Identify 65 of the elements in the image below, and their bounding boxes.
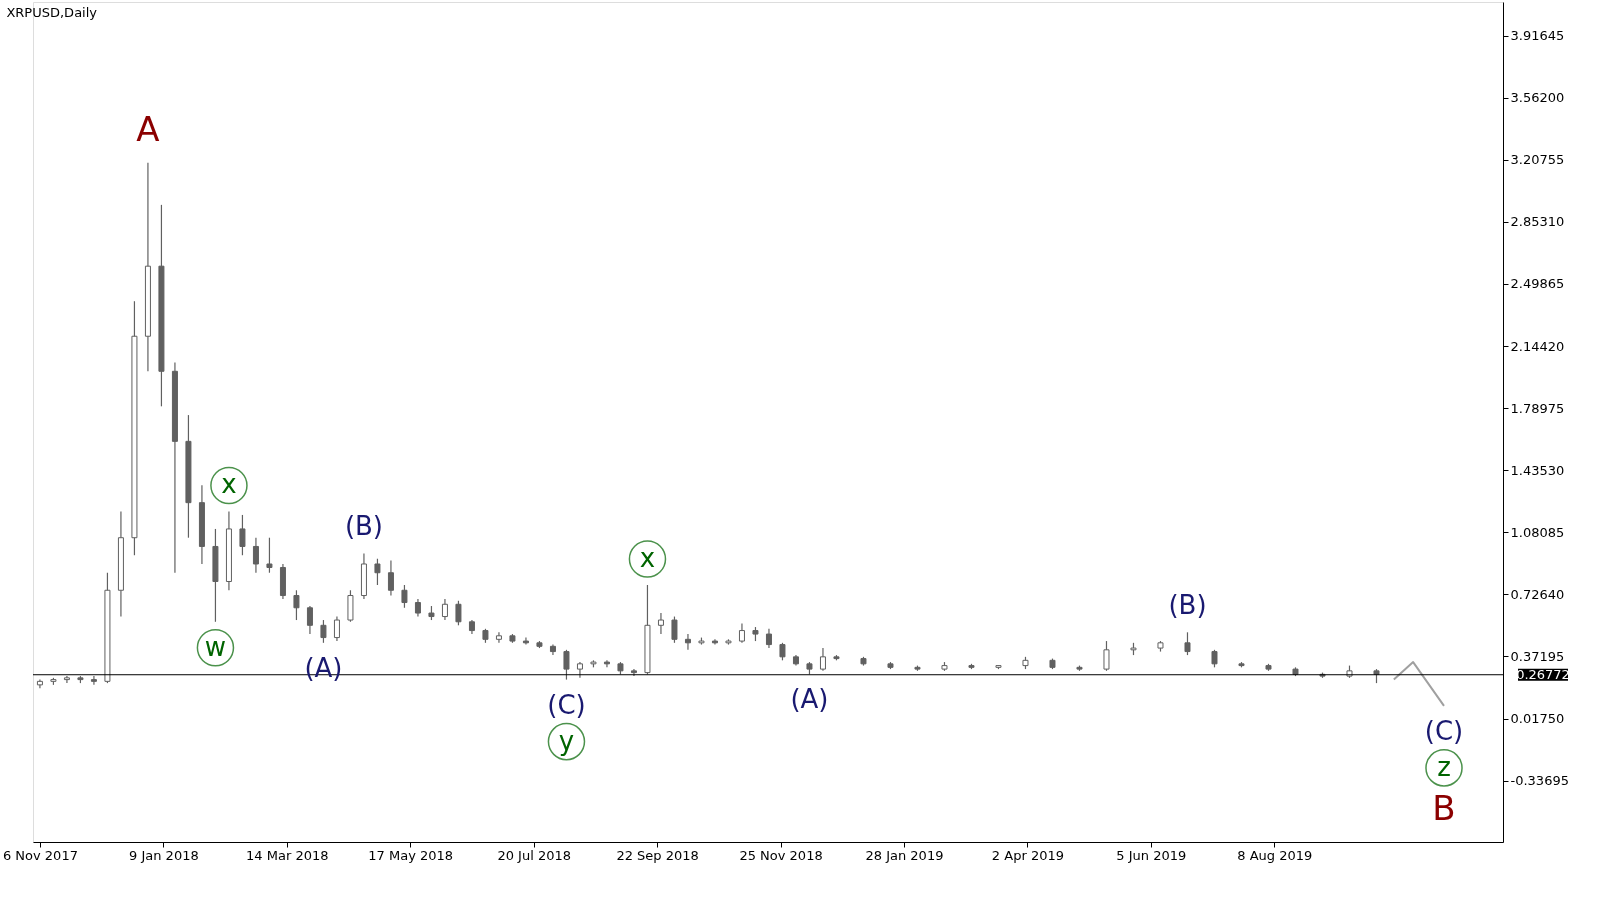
annotation: (B) [1168, 590, 1207, 621]
annotation: (A) [790, 684, 829, 715]
annotation: x [221, 469, 237, 500]
candlestick [252, 537, 259, 574]
candlestick [657, 612, 664, 635]
chart-title: XRPUSD,Daily [6, 5, 98, 20]
candlestick [320, 619, 327, 644]
annotation: y [558, 725, 575, 756]
candlestick [63, 675, 70, 684]
candlestick [1184, 631, 1191, 656]
candlestick [306, 605, 313, 635]
annotation: x [639, 543, 656, 574]
annotation: (C) [1424, 715, 1464, 746]
y-tick-label: 0.01750 [1510, 711, 1565, 727]
y-tick-label: 3.20755 [1510, 152, 1565, 168]
candlestick [684, 633, 691, 651]
candlestick [455, 600, 462, 626]
candlestick [401, 584, 408, 609]
annotation: z [1437, 751, 1451, 782]
candlestick [293, 589, 300, 621]
candlestick [522, 636, 529, 646]
candlestick [441, 598, 448, 621]
x-tick-label: 5 Jun 2019 [1116, 847, 1187, 863]
candlestick [387, 559, 394, 597]
x-tick-label: 2 Apr 2019 [991, 847, 1064, 863]
candlestick [90, 675, 97, 686]
candlestick [738, 622, 745, 644]
candlestick [711, 638, 718, 646]
candlestick [239, 514, 246, 556]
x-tick-label: 28 Jan 2019 [865, 847, 944, 863]
y-tick-label: 2.49865 [1510, 276, 1565, 292]
x-tick-label: 22 Sep 2018 [616, 847, 699, 863]
candlestick [671, 615, 678, 644]
annotation: (C) [547, 689, 586, 720]
annotation: w [204, 631, 227, 662]
x-tick-label: 25 Nov 2018 [739, 847, 823, 863]
y-tick-label: 1.08085 [1510, 524, 1565, 540]
candlestick [603, 659, 610, 668]
x-tick-label: 8 Aug 2019 [1237, 847, 1313, 863]
x-tick-label: 17 May 2018 [368, 847, 454, 863]
y-tick-label: 0.37195 [1510, 648, 1565, 664]
y-tick-label: 3.91645 [1510, 28, 1565, 44]
y-tick-label: 2.85310 [1510, 214, 1565, 230]
candlestick [374, 558, 381, 586]
y-tick-label: 2.14420 [1510, 338, 1565, 354]
y-tick-label: 3.56200 [1510, 90, 1565, 106]
annotation: B [1432, 787, 1456, 828]
candlestick [495, 631, 502, 644]
y-tick-label: 1.78975 [1510, 400, 1565, 416]
y-tick-label: -0.33695 [1510, 773, 1569, 789]
y-tick-label: 0.72640 [1510, 586, 1565, 602]
candlestick [563, 649, 570, 681]
x-tick-label: 9 Jan 2018 [129, 847, 199, 863]
candlestick [333, 615, 340, 642]
candlestick [1103, 640, 1110, 672]
y-tick-label: 1.43530 [1510, 462, 1565, 478]
candlestick [266, 537, 273, 574]
candlestick [765, 628, 772, 649]
annotation: (B) [344, 511, 384, 542]
annotation: A [136, 108, 160, 149]
x-tick-label: 6 Nov 2017 [2, 847, 78, 863]
ref-line-label: 0.26772 [1516, 666, 1570, 682]
x-tick-label: 20 Jul 2018 [497, 847, 571, 863]
candlestick [819, 647, 826, 672]
x-tick-label: 14 Mar 2018 [246, 847, 329, 863]
